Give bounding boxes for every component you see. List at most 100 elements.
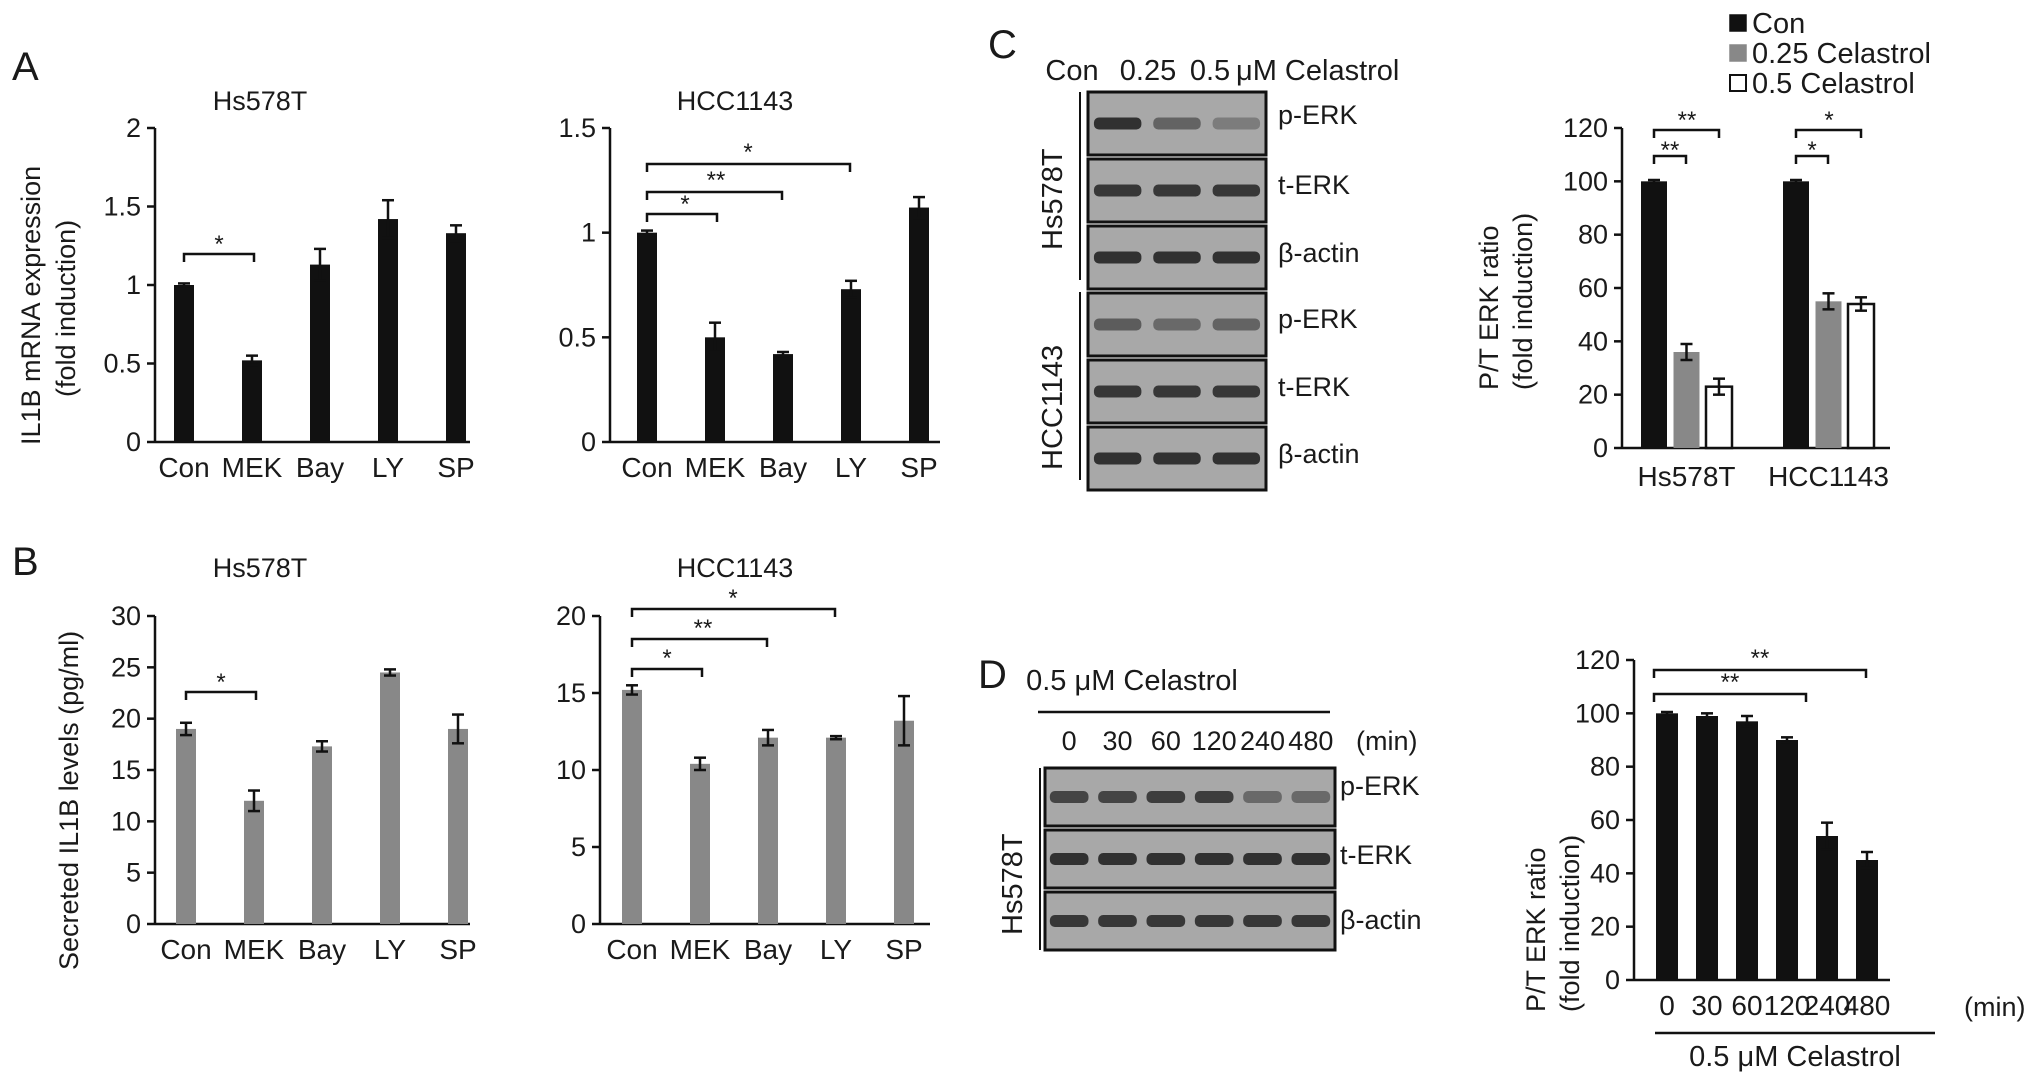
y-tick-label: 1	[581, 218, 596, 248]
blot-band	[1093, 318, 1142, 331]
blot-c	[1086, 90, 1268, 492]
bar	[622, 689, 642, 924]
panel-c-ylabel-line1: P/T ERK ratio	[1474, 225, 1504, 390]
sig-bracket	[1652, 692, 1808, 702]
legend-label: 0.25 Celastrol	[1752, 38, 1931, 70]
bar	[1816, 836, 1838, 980]
x-tick-label: 60	[1731, 990, 1762, 1021]
y-tick-label: 15	[556, 678, 586, 708]
panel-letter-c: C	[988, 23, 1017, 67]
blot-band	[1049, 915, 1089, 927]
sig-label: *	[743, 139, 752, 166]
x-tick-label: LY	[374, 934, 406, 965]
x-tick-label: Bay	[296, 452, 344, 483]
y-tick-label: 120	[1575, 645, 1620, 675]
x-tick-label: HCC1143	[1768, 461, 1889, 492]
panel-d-ylabel-line2: (fold induction)	[1555, 835, 1585, 1012]
chart-c-legend: Con 0.25 Celastrol 0.5 Celastrol	[1729, 8, 1931, 100]
x-tick-label: Con	[158, 452, 209, 483]
blot-band	[1098, 791, 1137, 803]
x-tick-label: 30	[1691, 990, 1722, 1021]
y-tick-label: 100	[1563, 166, 1608, 196]
blot-d-row-label: β-actin	[1340, 905, 1422, 935]
blot-d-title: 0.5 μM Celastrol	[1026, 665, 1238, 697]
sig-label: *	[1824, 107, 1833, 134]
blot-band	[1098, 915, 1137, 927]
bar	[1656, 713, 1678, 980]
bar	[690, 763, 710, 924]
blot-band	[1153, 184, 1201, 197]
sig-bracket	[630, 607, 837, 617]
blot-band	[1093, 452, 1142, 465]
blot-band	[1153, 251, 1201, 264]
blot-band	[1049, 853, 1089, 865]
blot-strip	[1043, 890, 1337, 952]
panel-c-ylabel-line2: (fold induction)	[1508, 213, 1538, 390]
x-tick-label: MEK	[685, 452, 746, 483]
sig-label: *	[216, 669, 225, 696]
bar	[1673, 352, 1700, 448]
y-tick-label: 60	[1578, 273, 1608, 303]
y-tick-label: 0	[1605, 965, 1620, 995]
chart-c-bar: 0 20 40 60 80 100 120 Hs578T HCC1143	[1563, 113, 1890, 492]
x-tick-label: MEK	[222, 452, 283, 483]
sig-bracket	[1794, 154, 1830, 164]
x-tick-label: Con	[606, 934, 657, 965]
y-tick-label: 0	[126, 909, 141, 939]
bar	[637, 232, 657, 442]
blot-band	[1194, 853, 1234, 865]
x-tick-label: SP	[885, 934, 922, 965]
blot-d-unit: (min)	[1356, 726, 1418, 756]
panel-b-ylabel: Secreted IL1B levels (pg/ml)	[54, 631, 84, 970]
blot-band	[1212, 452, 1261, 465]
blot-band	[1212, 318, 1261, 331]
bar	[894, 720, 914, 924]
y-tick-label: 30	[111, 601, 141, 631]
y-tick-label: 40	[1590, 858, 1620, 888]
blot-d-time-labels: 0 30 60 120 240 480	[1062, 726, 1334, 756]
y-tick-label: 1	[126, 270, 141, 300]
bar	[446, 233, 466, 442]
x-tick-label: Con	[160, 934, 211, 965]
y-tick-label: 10	[111, 806, 141, 836]
sig-bracket-group-d	[1652, 668, 1868, 702]
bar	[1815, 301, 1842, 448]
sig-bracket	[1652, 128, 1721, 138]
blot-band	[1093, 117, 1142, 130]
y-tick-label: 5	[571, 832, 586, 862]
blot-band	[1291, 791, 1331, 803]
sig-bracket	[1652, 154, 1688, 164]
sig-label: *	[728, 585, 737, 612]
blot-d-time-label: 60	[1151, 726, 1181, 756]
y-tick-label: 2	[126, 113, 141, 143]
panel-d-ylabel-line1: P/T ERK ratio	[1521, 847, 1551, 1012]
blot-d-time-label: 30	[1102, 726, 1132, 756]
panel-letter-a: A	[12, 45, 39, 89]
sig-label: *	[662, 645, 671, 672]
blot-band	[1153, 318, 1201, 331]
sig-bracket	[645, 212, 719, 222]
x-tick-label: Bay	[744, 934, 792, 965]
blot-strip	[1043, 828, 1337, 890]
blot-band	[1146, 853, 1186, 865]
sig-label: *	[214, 231, 223, 258]
blot-band	[1093, 385, 1142, 398]
blot-band	[1212, 251, 1261, 264]
blot-band	[1243, 791, 1282, 803]
y-tick-label: 1.5	[558, 113, 596, 143]
chart-a-right: 0 0.5 1 1.5 Con MEK Bay LY SP	[558, 113, 940, 483]
panel-a-ylabel-line2: (fold induction)	[51, 220, 81, 397]
chart-d-x-caption: 0.5 μM Celastrol	[1689, 1041, 1901, 1073]
blot-c-group-label: Hs578T	[1037, 148, 1069, 250]
blot-c-row-label: t-ERK	[1278, 170, 1350, 200]
x-tick-label: SP	[437, 452, 474, 483]
bar	[176, 728, 196, 924]
bar	[1856, 860, 1878, 980]
blot-band	[1146, 915, 1186, 927]
chart-b-right: 0 5 10 15 20 Con MEK Bay LY SP	[556, 601, 930, 965]
sig-bracket	[1794, 128, 1863, 138]
blot-band	[1291, 853, 1331, 865]
bar	[1846, 302, 1876, 450]
y-tick-label: 0.5	[558, 322, 596, 352]
